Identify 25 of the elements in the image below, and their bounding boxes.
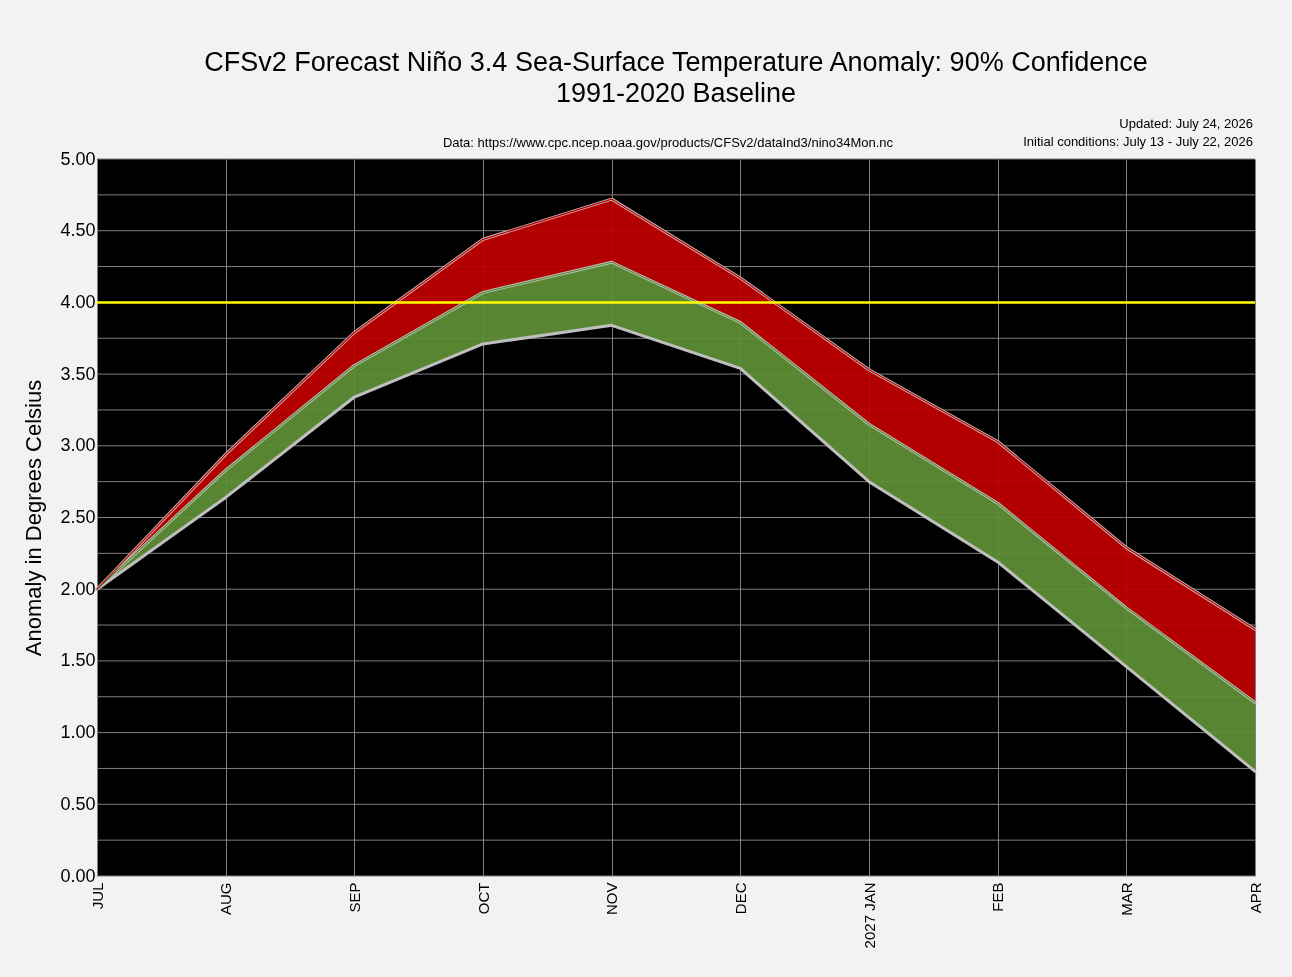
- x-tick-label: 2027 JAN: [860, 882, 878, 949]
- y-tick-label: 3.50: [60, 363, 96, 384]
- x-tick-label: AUG: [217, 882, 235, 916]
- y-tick-label: 0.50: [60, 793, 96, 814]
- text: Updated: July 24, 2026: [1119, 116, 1253, 131]
- y-tick-label: 2.00: [60, 578, 96, 599]
- x-tick-label: APR: [1246, 882, 1264, 914]
- y-axis-title: Anomaly in Degrees Celsius: [21, 379, 47, 657]
- y-tick-label: 3.00: [60, 435, 96, 456]
- y-tick-label: 4.00: [60, 291, 96, 312]
- chart-title: CFSv2 Forecast Niño 3.4 Sea-Surface Temperature Anomaly: 90% Confidence: [204, 47, 1148, 77]
- y-tick-label: 5.00: [60, 148, 96, 169]
- y-tick-label: 2.50: [60, 507, 96, 527]
- text: Initial conditions: July 13 - July 22, 2026: [1023, 134, 1253, 149]
- y-tick-label: 4.50: [60, 220, 96, 241]
- text: Data: https://www.cpc.ncep.noaa.gov/products/CFSv2/dataInd3/nino34Mon.nc: [442, 135, 894, 150]
- y-tick-label: 1.50: [60, 650, 96, 671]
- x-tick-label: MAR: [1117, 882, 1135, 916]
- y-tick-label: 1.00: [60, 722, 96, 743]
- x-tick-label: FEB: [989, 882, 1007, 912]
- x-tick-label: NOV: [603, 882, 621, 916]
- x-tick-label: SEP: [345, 882, 363, 913]
- chart-subtitle: 1991-2020 Baseline: [555, 78, 797, 108]
- x-tick-label: OCT: [474, 882, 492, 915]
- x-tick-label: DEC: [731, 882, 749, 915]
